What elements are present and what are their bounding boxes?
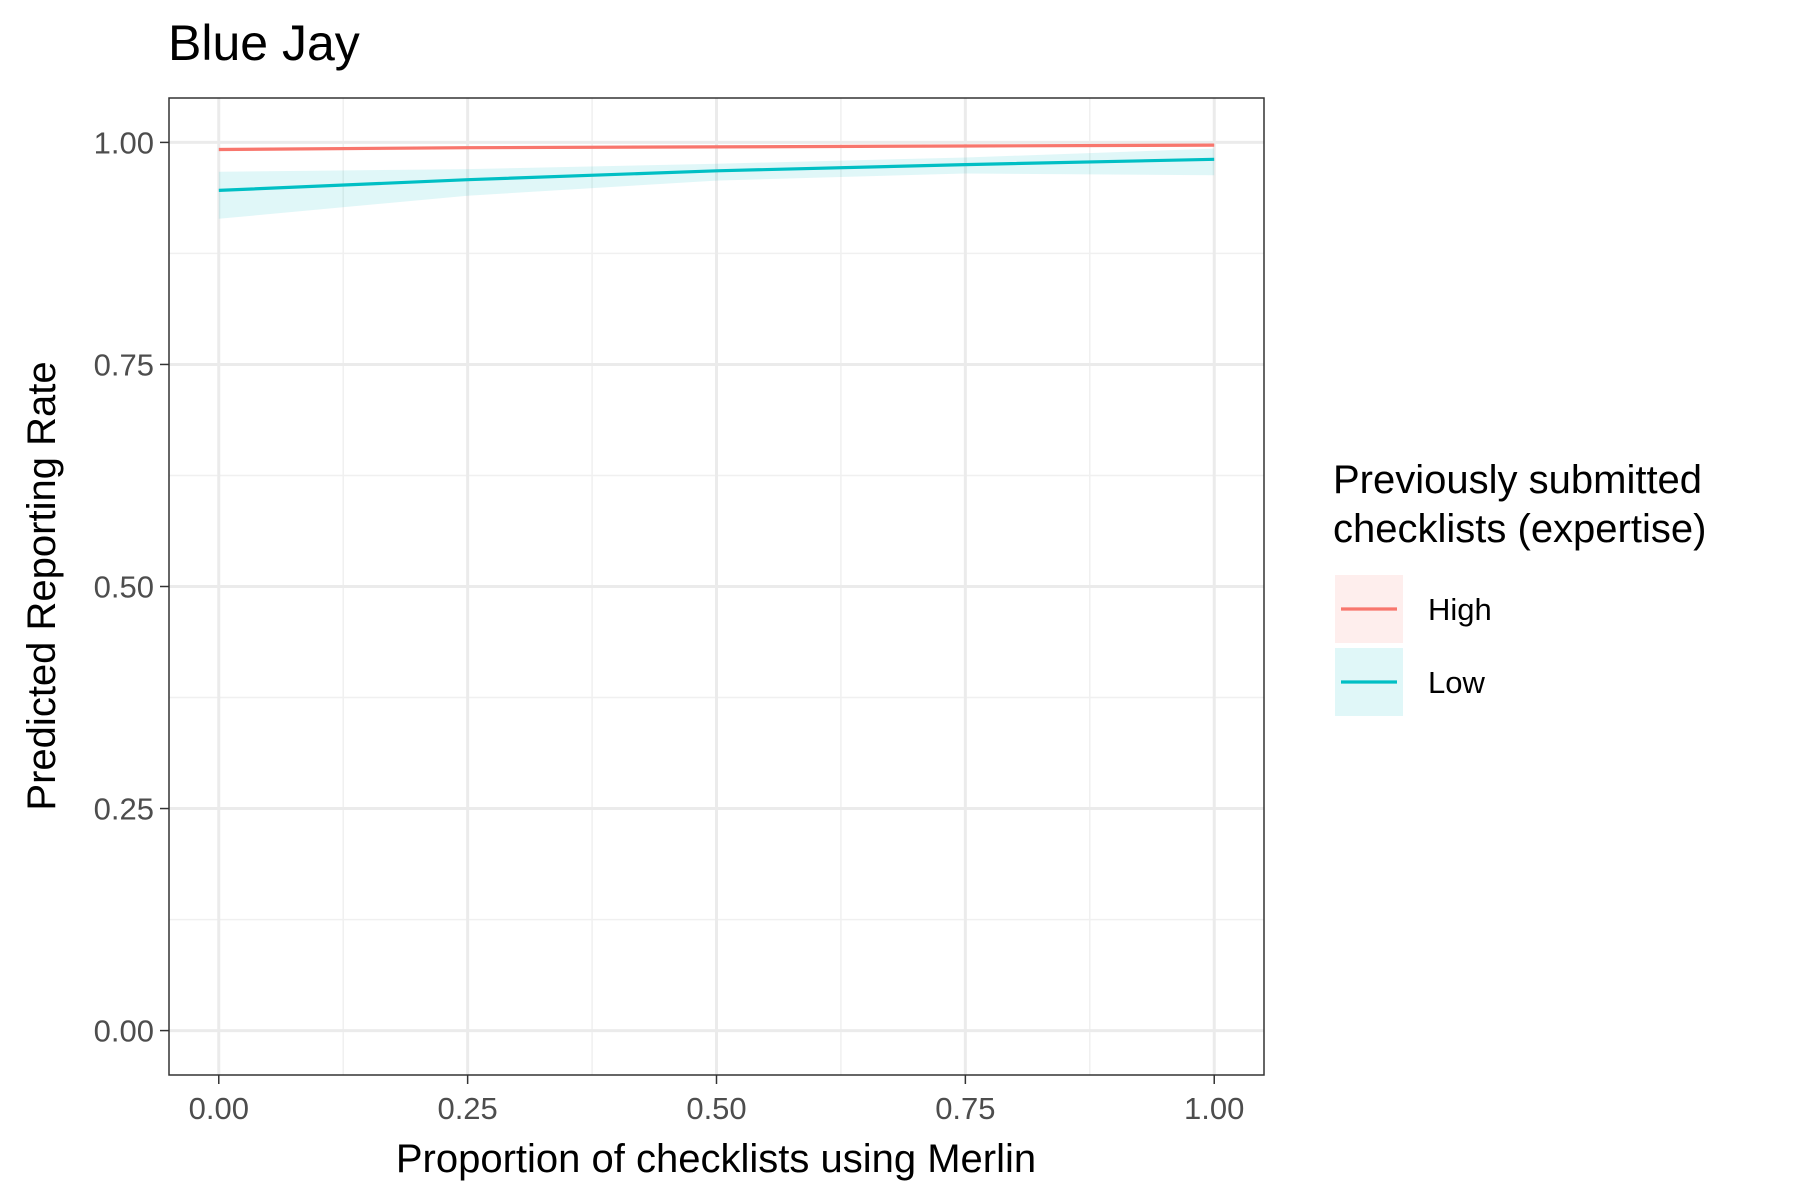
series-line-low <box>218 157 1215 192</box>
x-tick-label: 0.50 <box>686 1091 746 1126</box>
legend-label-low: Low <box>1428 665 1485 700</box>
grid-layer <box>169 98 1264 1075</box>
y-axis-title: Predicted Reporting Rate <box>20 361 64 810</box>
y-tick-label: 0.00 <box>94 1014 154 1049</box>
y-tick-label: 0.50 <box>94 570 154 605</box>
x-tick-label: 1.00 <box>1184 1091 1244 1126</box>
x-tick-label: 0.25 <box>437 1091 497 1126</box>
x-tick-label: 0.00 <box>189 1091 249 1126</box>
legend-title-line-2: checklists (expertise) <box>1333 507 1706 551</box>
plot-panel <box>168 97 1265 1076</box>
x-tick-label: 0.75 <box>935 1091 995 1126</box>
y-tick-label: 0.25 <box>94 792 154 827</box>
series-line-high <box>218 143 1215 152</box>
legend-label-high: High <box>1428 592 1492 627</box>
axis-layer: 0.00 0.25 0.50 0.75 1.00 0.00 0.25 0.50 0.75 1.00 <box>94 125 1245 1126</box>
legend: Previously submitted checklists (experti… <box>1333 458 1706 716</box>
line-layer <box>218 143 1215 192</box>
chart-title: Blue Jay <box>168 15 360 71</box>
legend-title-line-1: Previously submitted <box>1333 458 1702 502</box>
x-axis-title: Proportion of checklists using Merlin <box>396 1137 1036 1181</box>
y-tick-label: 0.75 <box>94 347 154 382</box>
y-tick-label: 1.00 <box>94 125 154 160</box>
legend-keys: High Low <box>1335 575 1492 716</box>
